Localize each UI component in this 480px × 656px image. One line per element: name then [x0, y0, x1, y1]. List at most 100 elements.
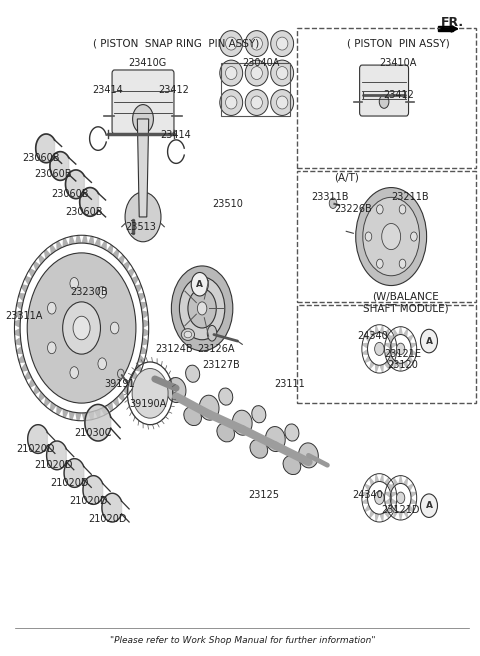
Circle shape: [374, 491, 384, 504]
Polygon shape: [36, 134, 55, 163]
Text: 23060B: 23060B: [23, 153, 60, 163]
Ellipse shape: [184, 407, 202, 426]
Circle shape: [188, 289, 216, 328]
Text: FR.: FR.: [441, 16, 464, 29]
Polygon shape: [393, 329, 398, 338]
Polygon shape: [407, 355, 414, 363]
Circle shape: [356, 188, 427, 285]
Ellipse shape: [299, 443, 318, 468]
Polygon shape: [33, 385, 40, 395]
Ellipse shape: [220, 90, 243, 115]
Circle shape: [70, 277, 78, 289]
Circle shape: [48, 302, 56, 314]
Polygon shape: [50, 401, 57, 411]
Ellipse shape: [186, 365, 200, 382]
Circle shape: [410, 232, 417, 241]
Ellipse shape: [184, 331, 192, 338]
Polygon shape: [379, 513, 384, 522]
Polygon shape: [75, 413, 82, 420]
Polygon shape: [83, 476, 103, 504]
Polygon shape: [362, 342, 369, 349]
Ellipse shape: [283, 456, 301, 474]
Polygon shape: [369, 510, 375, 518]
Circle shape: [365, 232, 372, 241]
Polygon shape: [85, 405, 111, 441]
Circle shape: [73, 316, 90, 340]
Polygon shape: [102, 493, 121, 522]
Polygon shape: [142, 310, 148, 319]
Polygon shape: [44, 249, 51, 259]
Text: 39191: 39191: [104, 379, 135, 388]
Circle shape: [420, 329, 437, 353]
Polygon shape: [410, 349, 417, 355]
Polygon shape: [388, 355, 394, 363]
Polygon shape: [18, 293, 25, 302]
Polygon shape: [131, 371, 139, 380]
Circle shape: [191, 272, 208, 296]
Polygon shape: [56, 405, 62, 415]
Polygon shape: [390, 491, 396, 498]
Ellipse shape: [207, 325, 217, 341]
Text: 23060B: 23060B: [65, 207, 103, 216]
Polygon shape: [384, 510, 390, 518]
Text: 23513: 23513: [125, 222, 156, 232]
Polygon shape: [407, 483, 414, 491]
Ellipse shape: [265, 426, 285, 451]
Text: 23414: 23414: [161, 131, 192, 140]
Text: 21020D: 21020D: [70, 496, 108, 506]
Polygon shape: [123, 261, 130, 271]
Ellipse shape: [220, 60, 243, 86]
Polygon shape: [379, 325, 384, 334]
Polygon shape: [375, 364, 379, 373]
Text: 23412: 23412: [158, 85, 189, 94]
Circle shape: [379, 95, 389, 108]
Polygon shape: [14, 319, 21, 328]
Polygon shape: [140, 302, 147, 310]
Text: 24340: 24340: [352, 489, 383, 500]
Circle shape: [98, 287, 107, 298]
Polygon shape: [385, 349, 391, 355]
Text: 21020D: 21020D: [34, 460, 72, 470]
Text: 23121D: 23121D: [382, 504, 420, 514]
Polygon shape: [118, 255, 125, 265]
Circle shape: [48, 342, 56, 354]
Ellipse shape: [226, 96, 237, 109]
Ellipse shape: [251, 66, 263, 79]
Polygon shape: [16, 346, 23, 354]
Polygon shape: [137, 119, 149, 217]
Text: 23124B: 23124B: [155, 344, 192, 354]
Polygon shape: [364, 504, 371, 512]
Polygon shape: [80, 188, 98, 216]
Ellipse shape: [276, 37, 288, 50]
Ellipse shape: [245, 90, 268, 115]
Polygon shape: [388, 355, 394, 363]
Polygon shape: [407, 335, 414, 342]
Polygon shape: [44, 397, 51, 407]
Polygon shape: [138, 354, 144, 363]
Text: A: A: [196, 279, 203, 289]
Text: 23510: 23510: [213, 199, 243, 209]
Text: 21020D: 21020D: [50, 478, 89, 489]
Polygon shape: [28, 378, 36, 388]
Circle shape: [396, 343, 405, 355]
Polygon shape: [364, 335, 371, 342]
Text: 23412: 23412: [383, 90, 414, 100]
Circle shape: [329, 198, 337, 209]
Circle shape: [363, 197, 420, 276]
Polygon shape: [50, 152, 69, 180]
Text: 23410A: 23410A: [380, 58, 417, 68]
Polygon shape: [393, 478, 398, 487]
Ellipse shape: [245, 31, 268, 56]
Text: 23040A: 23040A: [242, 58, 280, 68]
Polygon shape: [375, 513, 379, 522]
Polygon shape: [118, 391, 125, 401]
Ellipse shape: [226, 37, 237, 50]
Circle shape: [420, 494, 437, 518]
Circle shape: [374, 342, 384, 356]
Circle shape: [376, 259, 383, 268]
Circle shape: [197, 302, 207, 315]
Polygon shape: [69, 236, 75, 245]
Text: 21020D: 21020D: [16, 444, 55, 454]
Polygon shape: [33, 261, 40, 271]
Polygon shape: [88, 411, 95, 420]
